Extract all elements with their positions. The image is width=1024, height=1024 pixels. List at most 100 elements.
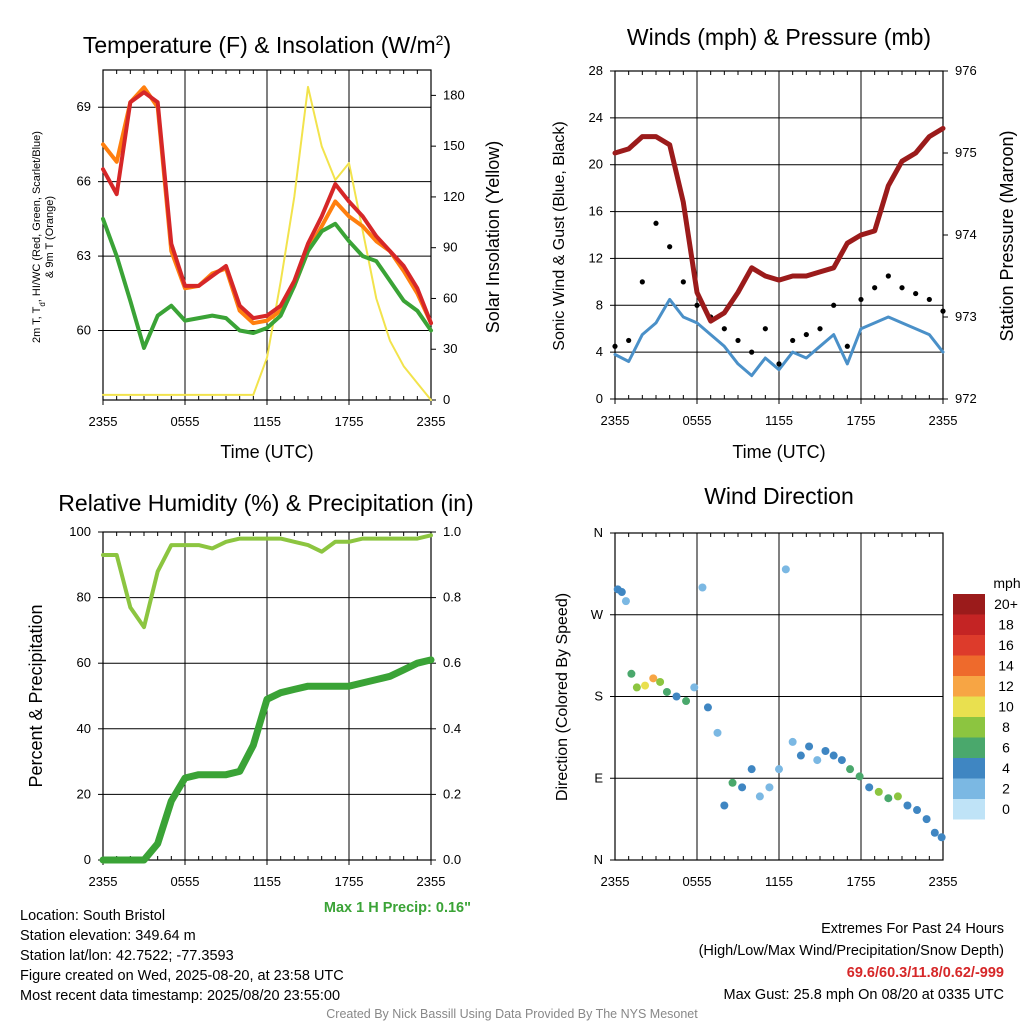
wind-y2tick-label: 975 — [955, 145, 977, 160]
station-latlon: Station lat/lon: 42.7522; -77.3593 — [20, 948, 234, 964]
rh-y2tick-label: 1.0 — [443, 524, 461, 539]
colorbar-label: 2 — [1002, 781, 1010, 797]
gust-point — [694, 302, 700, 308]
rh-y2tick-label: 0.0 — [443, 852, 461, 867]
dir-frame — [614, 532, 944, 861]
direction-point — [821, 747, 830, 755]
most-recent-data: Most recent data timestamp: 2025/08/20 2… — [20, 988, 341, 1004]
colorbar-swatch — [953, 655, 985, 676]
direction-point — [627, 669, 636, 678]
sonic-wind-line — [613, 297, 945, 378]
direction-point — [649, 674, 658, 683]
wind-y2tick-label: 973 — [955, 309, 977, 324]
direction-point — [621, 597, 630, 606]
dir-xtick-label: 2355 — [929, 874, 958, 889]
wind-xtick-label: 1755 — [847, 413, 876, 428]
max-gust: Max Gust: 25.8 mph On 08/20 at 0335 UTC — [723, 987, 1004, 1003]
temp-frame — [102, 69, 432, 401]
colorbar-label: 20+ — [994, 596, 1018, 612]
dir-xtick-label: 2355 — [601, 874, 630, 889]
dir-ytick-label: N — [594, 852, 603, 867]
colorbar-label: 0 — [1002, 801, 1010, 817]
colorbar-swatch — [953, 799, 985, 820]
extremes-box: Extremes For Past 24 Hours (High/Low/Max… — [699, 918, 1004, 1006]
temp-x-axis-label: Time (UTC) — [220, 442, 313, 462]
colorbar-label: 16 — [998, 637, 1014, 653]
colorbar-label: 12 — [998, 678, 1014, 694]
temp-ytick-label: 69 — [77, 99, 91, 114]
gust-point — [872, 285, 878, 291]
rh-ytick-label: 0 — [84, 852, 91, 867]
wind-ytick-label: 24 — [589, 110, 603, 125]
wind-xtick-label: 0555 — [683, 413, 712, 428]
temp-axes: 60 63 66 69 0 30 60 90 120 150 180 2355 0555 1155 1755… — [77, 69, 465, 429]
temp-y2tick-label: 60 — [443, 290, 457, 305]
max-precip-label: Max 1 H Precip: 0.16" — [324, 900, 471, 916]
gust-point — [612, 343, 618, 349]
direction-point — [617, 588, 626, 597]
colorbar-label: 4 — [1002, 760, 1010, 776]
dewpoint-line — [101, 216, 433, 350]
temp-y2tick-label: 180 — [443, 87, 465, 102]
temp-ytick-label: 63 — [77, 248, 91, 263]
direction-point — [884, 794, 893, 803]
direction-point — [728, 778, 737, 787]
gust-point — [913, 290, 919, 297]
gust-point — [844, 343, 850, 349]
wind-ytick-label: 16 — [589, 204, 603, 219]
direction-point — [672, 692, 681, 701]
colorbar-swatch — [953, 594, 985, 615]
direction-point — [713, 728, 722, 737]
gust-point — [653, 220, 659, 226]
gust-point — [899, 285, 905, 291]
gust-point — [776, 361, 782, 367]
wind-y2tick-label: 972 — [955, 391, 977, 406]
direction-point — [698, 583, 707, 592]
wind-frame — [614, 70, 944, 400]
colorbar-swatch — [953, 758, 985, 779]
direction-point — [747, 765, 756, 774]
direction-point — [930, 828, 939, 837]
colorbar-label: 10 — [998, 699, 1014, 715]
colorbar-label: 6 — [1002, 740, 1010, 756]
figure-created: Figure created on Wed, 2025-08-20, at 23… — [20, 968, 344, 984]
temp-xtick-label: 1755 — [335, 414, 364, 429]
gust-point — [817, 326, 823, 332]
direction-point — [765, 783, 774, 792]
direction-point — [805, 742, 814, 751]
rh-y2tick-label: 0.6 — [443, 655, 461, 670]
direction-point — [703, 703, 712, 712]
colorbar-swatch — [953, 737, 985, 758]
temp-panel-title: Temperature (F) & Insolation (W/m2) — [83, 32, 451, 58]
extremes-subtitle: (High/Low/Max Wind/Precipitation/Snow De… — [698, 943, 1004, 959]
wind-ytick-label: 0 — [596, 391, 603, 406]
temp-xtick-label: 0555 — [171, 414, 200, 429]
dir-xtick-label: 0555 — [683, 874, 712, 889]
wind-ytick-label: 12 — [589, 250, 603, 265]
colorbar-swatch — [953, 635, 985, 656]
rh-xtick-label: 2355 — [417, 874, 446, 889]
direction-point — [738, 783, 747, 792]
station-pressure-line — [612, 125, 946, 324]
station-elevation: Station elevation: 349.64 m — [20, 928, 196, 944]
temp-y2tick-label: 90 — [443, 240, 457, 255]
wind-left-axis-label: Sonic Wind & Gust (Blue, Black) — [551, 121, 568, 350]
rh-axes: 0 20 40 60 80 100 0.0 0.2 0.4 0.6 0.8 1.0 2355 0555 11… — [69, 524, 461, 889]
gust-point — [735, 337, 741, 344]
direction-point — [775, 765, 783, 774]
colorbar-swatch — [953, 778, 985, 799]
gust-point — [831, 302, 837, 308]
rh-ytick-label: 40 — [77, 721, 91, 736]
rh-y2tick-label: 0.8 — [443, 590, 461, 605]
dir-left-axis-label: Direction (Colored By Speed) — [554, 593, 571, 801]
direction-point — [937, 833, 946, 842]
direction-point — [829, 751, 838, 760]
colorbar-swatch — [953, 717, 985, 738]
station-info: Location: South Bristol Station elevatio… — [20, 906, 344, 1006]
wind-xtick-label: 2355 — [929, 413, 958, 428]
rh-left-axis-label: Percent & Precipitation — [26, 604, 46, 787]
wind-ytick-label: 8 — [596, 297, 603, 312]
direction-point — [720, 801, 729, 810]
wind-xtick-label: 1155 — [765, 413, 793, 428]
wind-xtick-label: 2355 — [601, 413, 630, 428]
